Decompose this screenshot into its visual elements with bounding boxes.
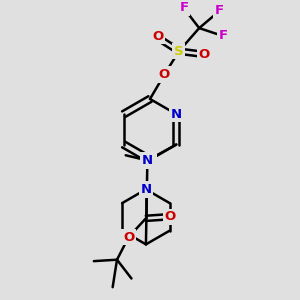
Text: O: O: [199, 48, 210, 61]
Text: N: N: [142, 154, 153, 167]
Text: F: F: [219, 29, 228, 42]
Text: O: O: [152, 30, 164, 43]
Text: S: S: [174, 45, 184, 58]
Text: N: N: [171, 108, 182, 121]
Text: N: N: [140, 183, 152, 196]
Text: O: O: [123, 231, 134, 244]
Text: F: F: [215, 4, 224, 17]
Text: F: F: [179, 1, 188, 14]
Text: N: N: [144, 153, 156, 166]
Text: O: O: [165, 210, 176, 224]
Text: O: O: [159, 68, 170, 81]
